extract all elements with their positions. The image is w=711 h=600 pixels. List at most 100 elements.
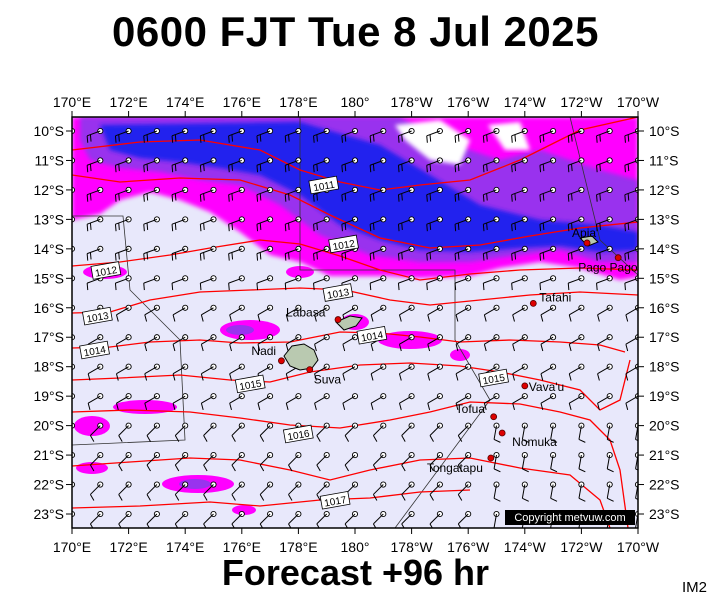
wind-barb <box>550 452 558 473</box>
wind-barb <box>257 334 274 352</box>
lat-label-right: 17°S <box>649 329 680 345</box>
wind-barb <box>313 245 330 261</box>
lon-label-bottom: 174°E <box>166 539 204 555</box>
place-marker: Apia <box>572 226 596 247</box>
wind-barb <box>344 510 359 528</box>
wind-barb <box>314 363 330 381</box>
isobar-label: 1017 <box>319 490 351 510</box>
wind-barb <box>426 275 443 291</box>
wind-barb <box>493 452 501 473</box>
lat-label-right: 18°S <box>649 359 680 375</box>
wind-barb <box>256 127 274 143</box>
wind-barb <box>427 334 443 352</box>
lat-label-right: 22°S <box>649 477 680 493</box>
wind-barb <box>482 275 500 291</box>
wind-barb <box>512 304 528 322</box>
lon-label-top: 178°E <box>279 94 317 110</box>
lat-label-right: 21°S <box>649 447 680 463</box>
wind-barb <box>256 157 274 173</box>
wind-barb <box>539 245 557 261</box>
lon-label-top: 172°W <box>560 94 603 110</box>
wind-barb <box>256 216 274 232</box>
wind-barb <box>369 216 387 232</box>
wind-barb <box>313 275 330 291</box>
wind-barb <box>521 481 529 502</box>
wind-barb <box>316 422 330 442</box>
wind-barb <box>372 510 387 528</box>
wind-barb <box>143 157 160 173</box>
wind-barb <box>313 216 330 232</box>
wind-barb <box>256 275 274 291</box>
wind-barb <box>143 127 160 143</box>
wind-barb <box>143 186 160 202</box>
wind-barb <box>457 452 472 472</box>
wind-barb <box>203 422 217 442</box>
wind-barb <box>231 452 245 472</box>
wind-barb <box>568 363 585 381</box>
wind-barb <box>118 452 132 472</box>
wind-barb <box>146 481 160 501</box>
wind-barb <box>429 422 443 442</box>
wind-barb <box>539 275 557 291</box>
boundary-line <box>299 117 456 340</box>
wind-barb <box>482 245 500 261</box>
wind-barb <box>257 393 274 411</box>
isobar-value: 1015 <box>482 373 506 388</box>
wind-barb <box>483 393 500 411</box>
wind-barb <box>372 452 387 472</box>
wind-barb <box>314 393 330 411</box>
isobar-value: 1014 <box>83 345 107 360</box>
wind-barb <box>229 393 245 411</box>
isobar-value: 1013 <box>326 287 350 302</box>
wind-barb <box>171 245 189 261</box>
wind-barb <box>171 216 189 232</box>
lon-label-top: 172°E <box>109 94 147 110</box>
isobar <box>72 359 631 411</box>
wind-barb <box>284 245 302 261</box>
wind-barb <box>596 245 613 261</box>
wind-barb <box>596 216 613 232</box>
wind-barb <box>482 157 500 173</box>
wind-barb <box>199 245 217 261</box>
wind-barb <box>342 363 359 381</box>
wind-barb <box>228 127 245 143</box>
place-marker: Tofua <box>456 402 498 421</box>
lon-label-bottom: 174°W <box>504 539 547 555</box>
wind-barb <box>229 363 245 381</box>
wind-barb <box>401 422 415 442</box>
isobar <box>72 457 611 528</box>
wind-barb <box>540 304 557 322</box>
lat-label-left: 11°S <box>35 152 64 168</box>
wind-barb <box>427 393 443 411</box>
copyright-text: Copyright metvuw.com <box>514 512 625 524</box>
wind-barb <box>316 510 330 528</box>
wind-barb <box>539 216 557 232</box>
lat-label-left: 16°S <box>33 300 64 316</box>
wind-barb <box>369 275 387 291</box>
wind-barb <box>259 481 274 501</box>
lat-label-left: 20°S <box>33 418 64 434</box>
wind-barb <box>398 304 415 322</box>
wind-barb <box>89 422 104 442</box>
isobar-value: 1011 <box>313 180 337 195</box>
forecast-label: Forecast +96 hr <box>221 552 490 593</box>
wind-barb <box>540 363 557 381</box>
chart-title: 0600 FJT Tue 8 Jul 2025 <box>112 8 599 55</box>
isobar-label: 1014 <box>356 325 388 345</box>
wind-barb <box>606 452 614 473</box>
wind-barb <box>426 127 443 143</box>
wind-barb <box>199 157 217 173</box>
wind-barb <box>511 127 528 143</box>
wind-barb <box>144 393 160 411</box>
wind-barb <box>115 393 132 411</box>
wind-barb <box>313 157 330 173</box>
wind-barb <box>284 127 302 143</box>
wind-barb <box>372 481 387 501</box>
lon-label-bottom: 180° <box>341 539 370 555</box>
lon-label-bottom: 176°W <box>447 539 490 555</box>
isobar-labels: 1011 1012 1012 1013 1013 1014 1014 1015 1015 1016… <box>79 175 509 510</box>
place-marker: Suva <box>306 366 341 387</box>
wind-barb <box>429 481 443 501</box>
wind-barb <box>172 334 189 352</box>
wind-barb <box>369 127 387 143</box>
